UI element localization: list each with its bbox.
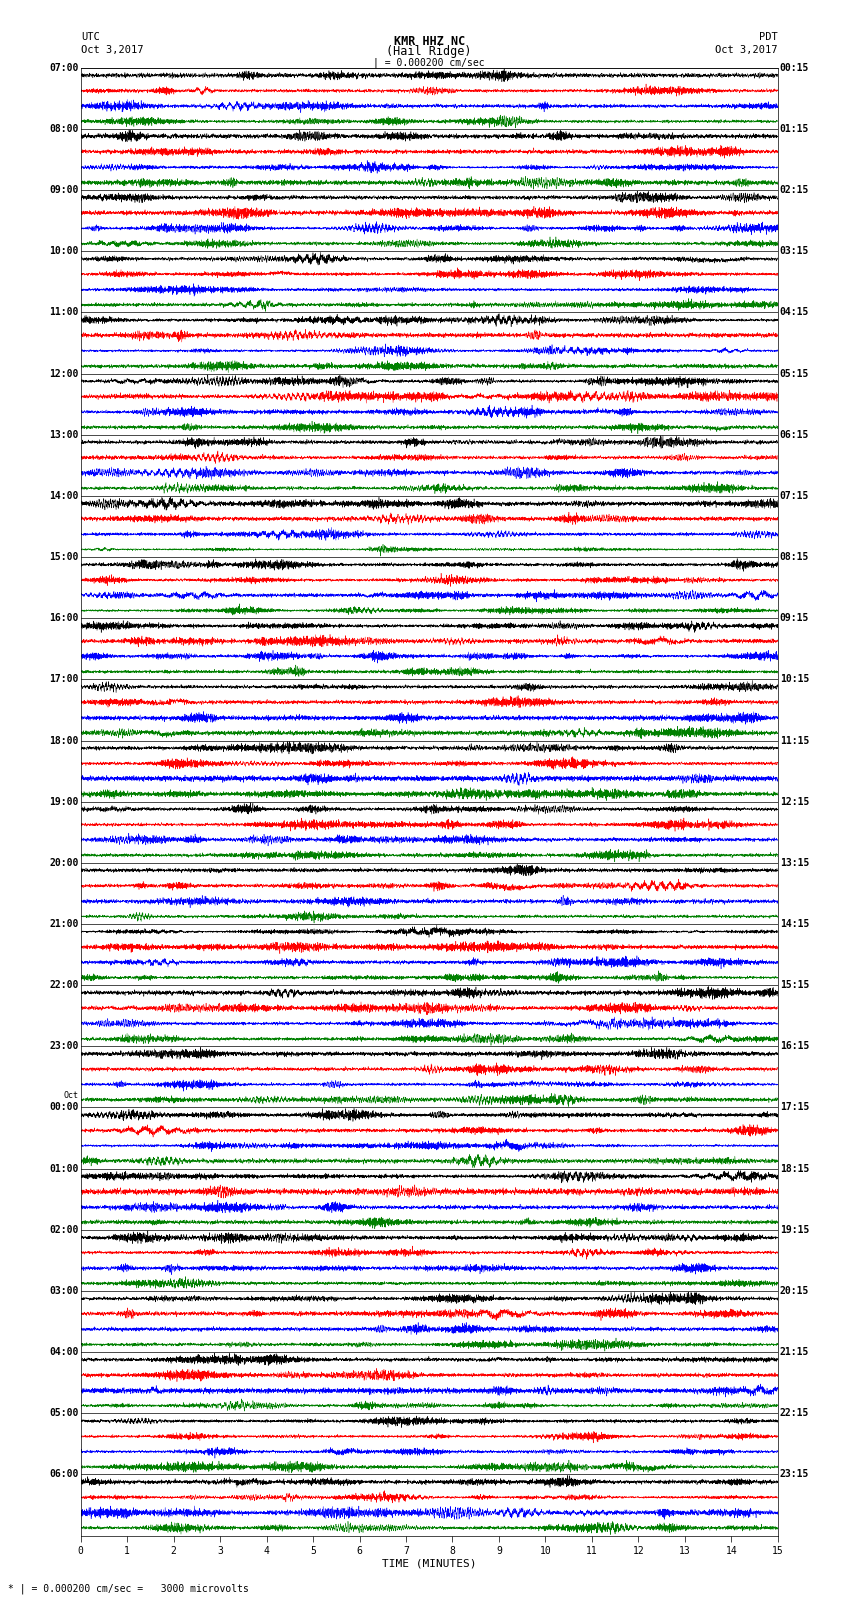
Text: 20:15: 20:15 [779,1286,809,1295]
Text: 16:00: 16:00 [49,613,79,623]
Text: 10:00: 10:00 [49,247,79,256]
Text: 11:00: 11:00 [49,308,79,318]
Text: 06:15: 06:15 [779,429,809,440]
Text: 03:00: 03:00 [49,1286,79,1295]
Text: PDT: PDT [759,32,778,42]
Text: 03:15: 03:15 [779,247,809,256]
Text: 13:00: 13:00 [49,429,79,440]
Text: Oct: Oct [64,1090,79,1100]
Text: 00:00: 00:00 [49,1102,79,1113]
Text: 23:00: 23:00 [49,1042,79,1052]
Text: 02:00: 02:00 [49,1224,79,1236]
Text: 21:00: 21:00 [49,919,79,929]
Text: Oct 3,2017: Oct 3,2017 [81,45,144,55]
Text: 01:00: 01:00 [49,1163,79,1174]
Text: 22:00: 22:00 [49,981,79,990]
Text: 16:15: 16:15 [779,1042,809,1052]
Text: | = 0.000200 cm/sec: | = 0.000200 cm/sec [373,58,485,68]
Text: 15:15: 15:15 [779,981,809,990]
Text: 22:15: 22:15 [779,1408,809,1418]
Text: 09:00: 09:00 [49,185,79,195]
Text: 07:15: 07:15 [779,490,809,502]
Text: 13:15: 13:15 [779,858,809,868]
Text: Oct 3,2017: Oct 3,2017 [715,45,778,55]
Text: 15:00: 15:00 [49,552,79,561]
Text: 11:15: 11:15 [779,736,809,745]
Text: 09:15: 09:15 [779,613,809,623]
Text: 04:00: 04:00 [49,1347,79,1357]
Text: (Hail Ridge): (Hail Ridge) [387,45,472,58]
Text: * | = 0.000200 cm/sec =   3000 microvolts: * | = 0.000200 cm/sec = 3000 microvolts [8,1584,249,1594]
Text: 08:00: 08:00 [49,124,79,134]
Text: UTC: UTC [81,32,99,42]
Text: 05:00: 05:00 [49,1408,79,1418]
Text: 19:00: 19:00 [49,797,79,806]
Text: 12:15: 12:15 [779,797,809,806]
Text: 19:15: 19:15 [779,1224,809,1236]
Text: 17:15: 17:15 [779,1102,809,1113]
Text: 12:00: 12:00 [49,368,79,379]
Text: 14:15: 14:15 [779,919,809,929]
Text: KMR HHZ NC: KMR HHZ NC [394,34,465,48]
Text: 06:00: 06:00 [49,1469,79,1479]
Text: 18:15: 18:15 [779,1163,809,1174]
Text: 00:15: 00:15 [779,63,809,73]
Text: 20:00: 20:00 [49,858,79,868]
Text: 08:15: 08:15 [779,552,809,561]
Text: 02:15: 02:15 [779,185,809,195]
Text: 14:00: 14:00 [49,490,79,502]
Text: 23:15: 23:15 [779,1469,809,1479]
Text: 21:15: 21:15 [779,1347,809,1357]
Text: 18:00: 18:00 [49,736,79,745]
Text: 04:15: 04:15 [779,308,809,318]
Text: 10:15: 10:15 [779,674,809,684]
Text: 05:15: 05:15 [779,368,809,379]
X-axis label: TIME (MINUTES): TIME (MINUTES) [382,1558,477,1569]
Text: 01:15: 01:15 [779,124,809,134]
Text: 17:00: 17:00 [49,674,79,684]
Text: 07:00: 07:00 [49,63,79,73]
